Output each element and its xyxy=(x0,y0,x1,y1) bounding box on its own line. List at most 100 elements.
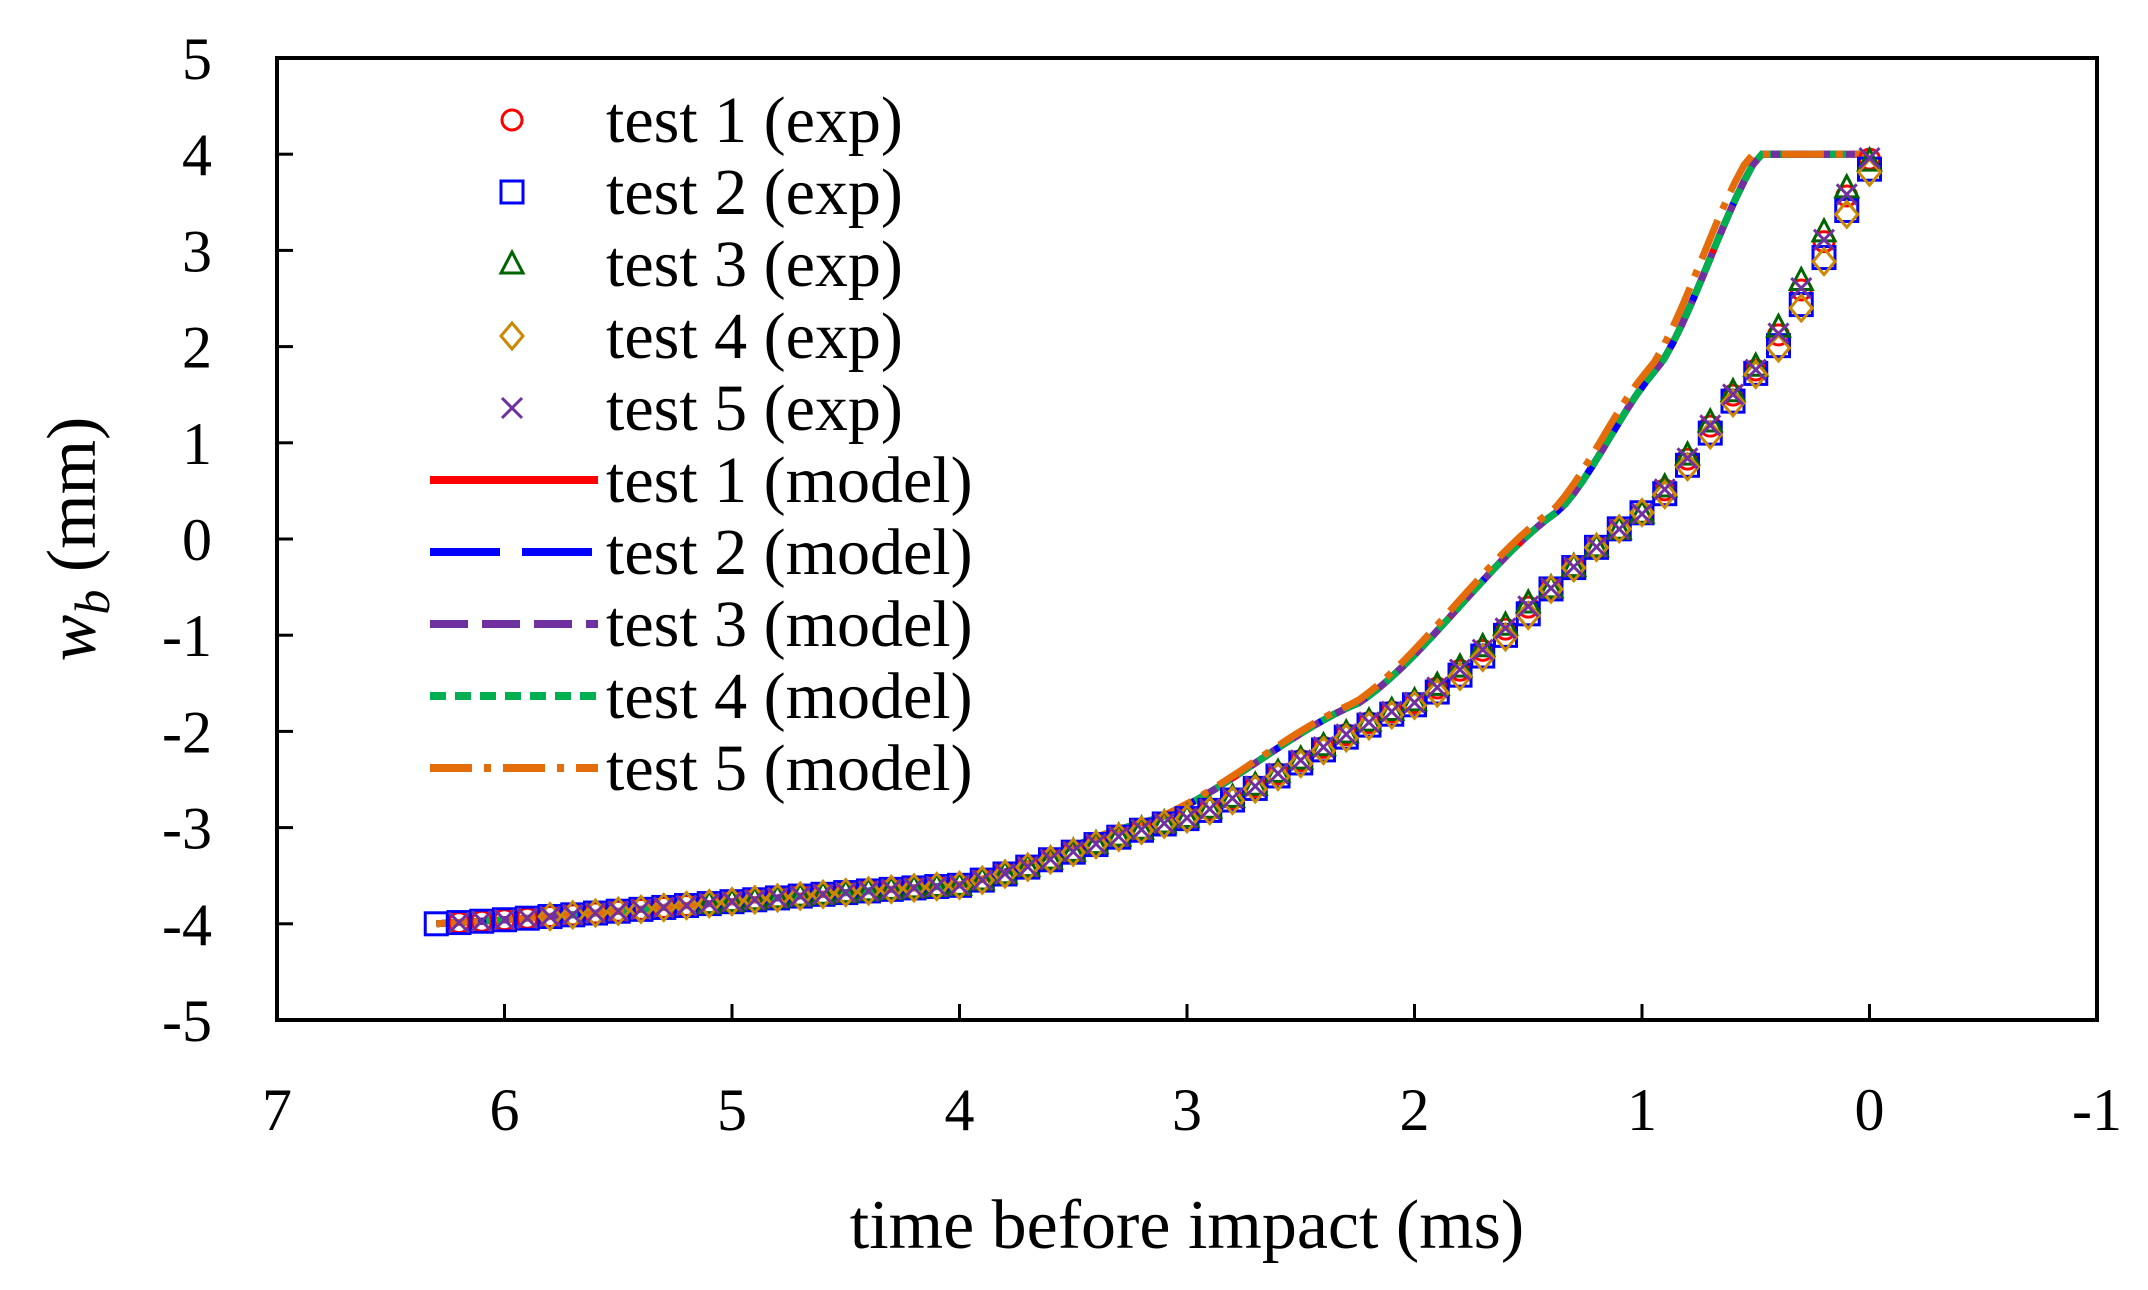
data-point xyxy=(1811,246,1837,277)
data-point xyxy=(787,880,814,912)
y-axis-title-base: w xyxy=(34,614,111,661)
data-point xyxy=(1835,183,1858,206)
data-point xyxy=(877,874,905,900)
data-point xyxy=(1060,836,1087,868)
data-point xyxy=(1744,358,1767,381)
data-point xyxy=(1833,199,1860,230)
y-axis-title-sub: b xyxy=(64,590,120,615)
data-point xyxy=(1856,156,1883,188)
data-point xyxy=(857,879,880,902)
data-point xyxy=(1153,812,1176,835)
data-point xyxy=(1858,146,1881,170)
data-point xyxy=(1583,531,1610,558)
data-point xyxy=(1833,172,1861,199)
data-point xyxy=(923,871,951,898)
data-point xyxy=(1560,552,1587,584)
data-point xyxy=(1128,815,1155,846)
x-tick-label: 0 xyxy=(1855,1077,1885,1143)
data-point xyxy=(832,877,860,904)
data-point xyxy=(1014,851,1042,878)
data-point xyxy=(1742,359,1769,390)
data-point xyxy=(741,884,769,911)
x-tick-label: 5 xyxy=(717,1077,747,1143)
data-point xyxy=(1492,621,1519,653)
data-point xyxy=(1812,228,1836,251)
data-point xyxy=(1447,661,1473,692)
legend-label: test 2 (model) xyxy=(606,516,973,589)
data-point xyxy=(1380,700,1403,723)
legend-marker xyxy=(498,248,526,275)
data-point xyxy=(1175,806,1199,830)
y-tick-label: -2 xyxy=(162,699,212,765)
exp-series-5 xyxy=(447,146,1881,934)
legend-label: test 3 (exp) xyxy=(606,228,903,301)
y-axis-ticks: 5 4 3 2 1 0 -1 -2 -3 -4 -5 xyxy=(162,26,293,1054)
data-point xyxy=(1560,551,1588,578)
data-point xyxy=(1517,595,1540,618)
data-point xyxy=(696,888,723,919)
data-point xyxy=(1356,710,1382,742)
data-point xyxy=(968,864,996,891)
legend-label: test 4 (exp) xyxy=(606,300,903,373)
data-point xyxy=(764,882,791,909)
data-point xyxy=(1606,513,1633,545)
data-point xyxy=(1242,773,1269,805)
data-point xyxy=(1403,691,1426,714)
x-tick-label: -1 xyxy=(2072,1077,2122,1143)
data-point xyxy=(855,875,882,902)
data-point xyxy=(1016,855,1039,878)
data-point xyxy=(1697,419,1724,451)
data-point xyxy=(1105,822,1132,853)
x-tick-label: 4 xyxy=(945,1077,975,1143)
data-point xyxy=(1537,572,1565,599)
data-point xyxy=(719,886,745,918)
data-point xyxy=(1037,844,1064,876)
data-point xyxy=(1765,332,1792,364)
data-point xyxy=(1150,807,1178,834)
data-point xyxy=(811,883,835,906)
data-point xyxy=(969,864,996,896)
x-axis-title: time before impact (ms) xyxy=(850,1187,1524,1264)
data-point xyxy=(493,908,516,931)
data-point xyxy=(1608,518,1631,541)
data-point xyxy=(1082,828,1110,855)
data-point xyxy=(946,869,973,901)
data-point xyxy=(1333,722,1360,754)
data-point xyxy=(1630,502,1654,526)
data-point xyxy=(516,907,539,930)
data-point xyxy=(1562,555,1585,578)
data-point xyxy=(1424,677,1451,709)
data-point xyxy=(1539,577,1563,600)
data-point xyxy=(1244,775,1267,798)
data-point xyxy=(878,874,905,905)
data-point xyxy=(584,901,607,925)
data-point xyxy=(900,872,928,899)
data-point xyxy=(695,888,723,915)
data-point xyxy=(855,875,882,907)
y-tick-label: 0 xyxy=(182,507,212,573)
data-point xyxy=(1084,832,1108,856)
data-point xyxy=(629,898,653,921)
data-point xyxy=(880,878,903,901)
data-point xyxy=(766,886,789,909)
data-point xyxy=(993,862,1017,885)
data-point xyxy=(1674,451,1701,483)
data-point xyxy=(628,894,654,925)
data-point xyxy=(1515,600,1542,631)
data-point xyxy=(720,890,744,913)
data-point xyxy=(925,875,948,898)
data-point xyxy=(786,880,814,907)
exp-series-4 xyxy=(537,156,1883,932)
data-point xyxy=(1174,803,1200,835)
x-tick-label: 6 xyxy=(490,1077,520,1143)
data-point xyxy=(1221,787,1244,810)
data-point xyxy=(789,885,812,908)
x-axis-ticks: 7 6 5 4 3 2 1 0 -1 xyxy=(262,1004,2122,1143)
data-point xyxy=(1357,711,1381,734)
data-point xyxy=(1788,292,1815,324)
data-point xyxy=(652,896,675,919)
y-tick-label: 1 xyxy=(182,411,212,477)
data-point xyxy=(1107,825,1130,848)
legend-label: test 3 (model) xyxy=(606,588,973,661)
data-point xyxy=(1219,785,1246,816)
